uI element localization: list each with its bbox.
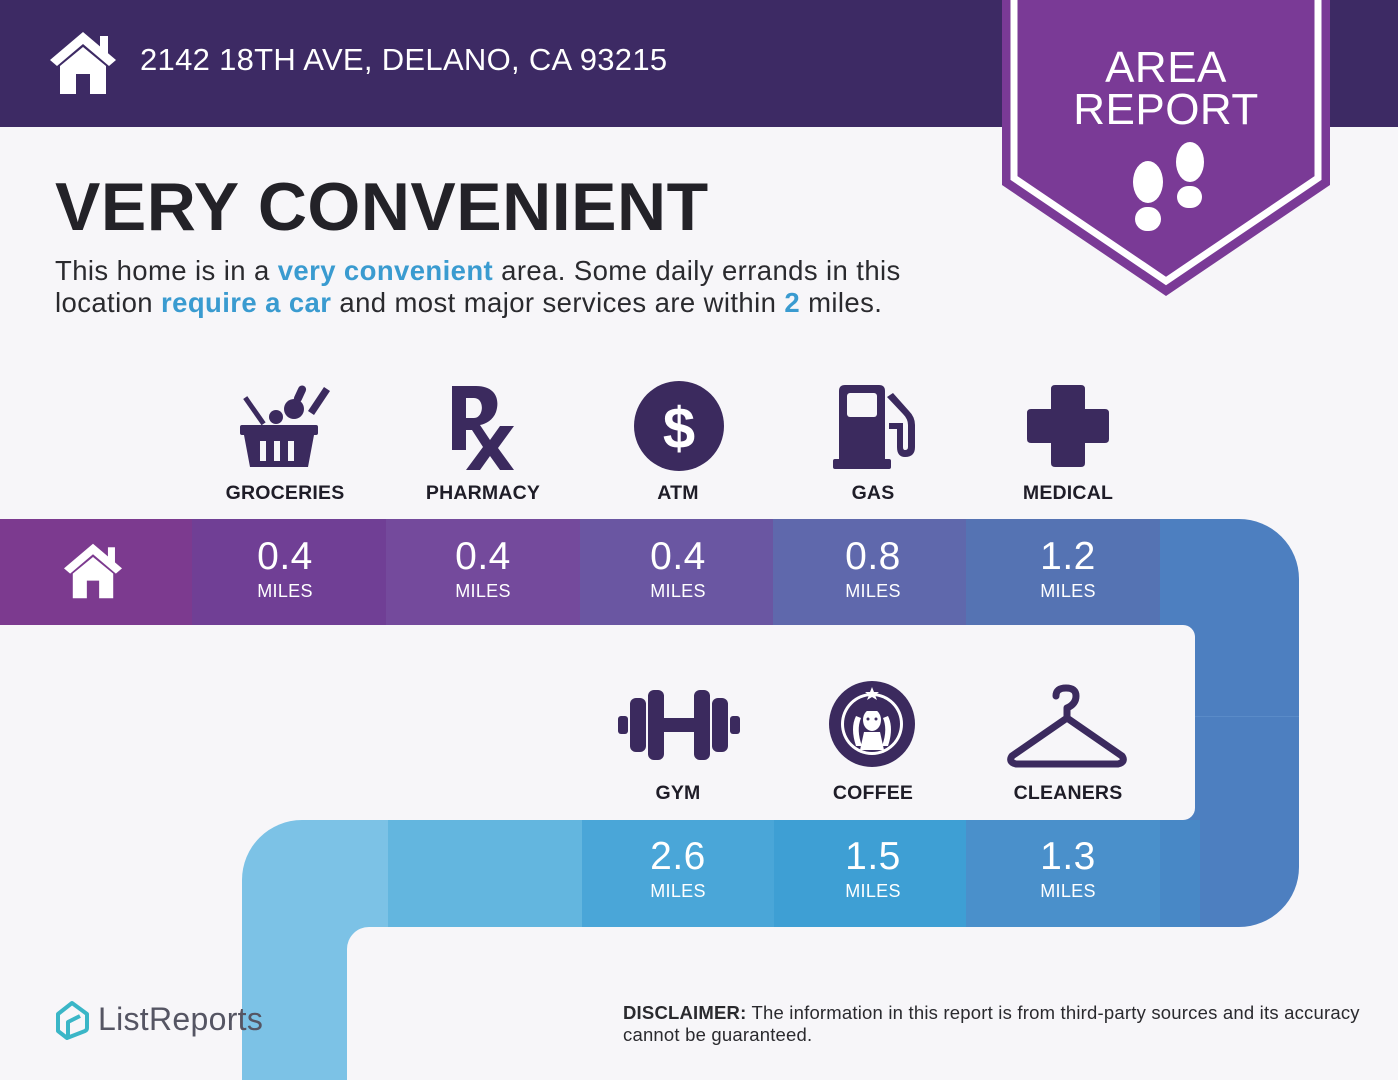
distance-unit-cleaners: MILES: [971, 881, 1165, 902]
disclaimer-text: DISCLAIMER: The information in this repo…: [623, 1002, 1363, 1046]
path-curve-inner: [1160, 625, 1195, 820]
dollar-icon: $: [633, 380, 725, 472]
desc-highlight-3: 2: [784, 287, 800, 318]
category-label-atm: ATM: [583, 482, 773, 505]
distance-value-groceries: 0.4: [188, 535, 382, 579]
desc-highlight-2: require a car: [161, 287, 331, 318]
distance-value-gas: 0.8: [776, 535, 970, 579]
category-label-gas: GAS: [778, 482, 968, 505]
category-label-medical: MEDICAL: [973, 482, 1163, 505]
path-segment-blank: [388, 820, 582, 927]
rx-icon: [450, 384, 516, 470]
path-segment-cleaners-join: [1160, 820, 1200, 927]
badge-title-line2: REPORT: [1000, 88, 1332, 132]
category-label-gym: GYM: [583, 782, 773, 805]
desc-text-4: miles.: [800, 287, 882, 318]
desc-text-3: and most major services are within: [331, 287, 784, 318]
distance-unit-atm: MILES: [581, 581, 775, 602]
path-divider: [1195, 716, 1299, 717]
distance-unit-coffee: MILES: [776, 881, 970, 902]
grocery-basket-icon: [238, 383, 332, 469]
listreports-logo-icon: [54, 1000, 90, 1040]
distance-value-coffee: 1.5: [776, 835, 970, 879]
distance-value-atm: 0.4: [581, 535, 775, 579]
svg-text:$: $: [663, 396, 695, 461]
distance-value-pharmacy: 0.4: [386, 535, 580, 579]
category-label-groceries: GROCERIES: [190, 482, 380, 505]
disclaimer-label: DISCLAIMER:: [623, 1002, 746, 1023]
home-icon: [62, 542, 124, 600]
distance-unit-groceries: MILES: [188, 581, 382, 602]
convenience-headline: VERY CONVENIENT: [55, 168, 709, 246]
starbucks-logo-icon: [828, 680, 916, 768]
footprints-icon: [1126, 140, 1210, 236]
listreports-logo-text: ListReports: [98, 1001, 263, 1038]
gas-pump-icon: [833, 383, 919, 469]
distance-unit-medical: MILES: [971, 581, 1165, 602]
home-icon: [48, 30, 118, 96]
distance-unit-pharmacy: MILES: [386, 581, 580, 602]
hanger-icon: [1006, 684, 1128, 770]
convenience-description: This home is in a very convenient area. …: [55, 255, 995, 319]
distance-value-gym: 2.6: [581, 835, 775, 879]
category-label-coffee: COFFEE: [778, 782, 968, 805]
dumbbell-icon: [618, 690, 740, 760]
badge-title-line1: AREA: [1000, 46, 1332, 90]
distance-value-cleaners: 1.3: [971, 835, 1165, 879]
category-label-pharmacy: PHARMACY: [388, 482, 578, 505]
distance-value-medical: 1.2: [971, 535, 1165, 579]
category-label-cleaners: CLEANERS: [973, 782, 1163, 805]
medical-cross-icon: [1025, 383, 1111, 469]
desc-text-1: This home is in a: [55, 255, 278, 286]
path-curve-left-inner: [347, 927, 388, 1080]
property-address: 2142 18TH AVE, DELANO, CA 93215: [140, 42, 667, 78]
distance-unit-gas: MILES: [776, 581, 970, 602]
desc-highlight-1: very convenient: [278, 255, 493, 286]
distance-unit-gym: MILES: [581, 881, 775, 902]
